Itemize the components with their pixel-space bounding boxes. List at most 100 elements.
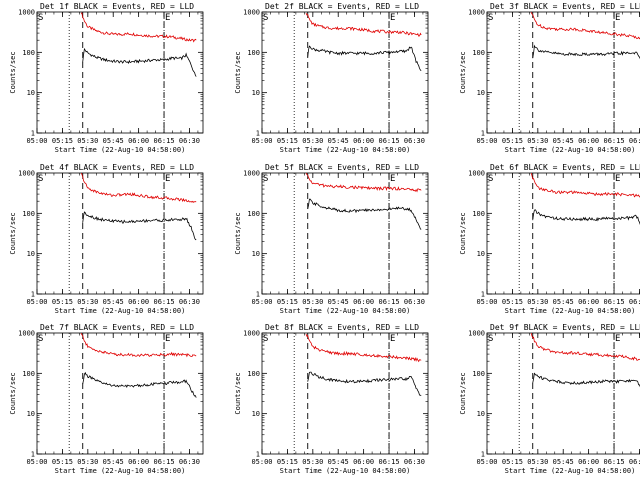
x-tick-label: 05:45: [328, 298, 349, 306]
plot-frame: [261, 11, 429, 134]
x-axis-label: Start Time (22-Aug-10 04:58:00): [505, 146, 636, 154]
series-line-events: [82, 211, 197, 241]
series-line-lld: [305, 12, 422, 37]
x-tick-label: 06:15: [379, 458, 400, 466]
marker-label-s: S: [38, 174, 43, 184]
y-tick-label: 1000: [243, 170, 260, 178]
x-tick-label: 06:15: [154, 137, 175, 145]
series-group: [305, 12, 422, 72]
x-axis-label: Start Time (22-Aug-10 04:58:00): [280, 146, 411, 154]
x-tick-label: 05:15: [277, 298, 298, 306]
x-tick-label: 05:15: [52, 298, 73, 306]
y-axis-label: Counts/sec: [459, 51, 467, 93]
series-group: [80, 333, 197, 398]
y-tick-label: 10: [27, 410, 35, 418]
plot-frame: [486, 332, 640, 455]
y-tick-label: 1000: [18, 330, 35, 338]
y-tick-label: 10: [477, 410, 485, 418]
y-axis-label: Counts/sec: [459, 372, 467, 414]
chart-panel-det-8: Det 8f BLACK = Events, RED = LLD 1 10 100 10…: [234, 323, 429, 475]
chart-panel-det-6: Det 6f BLACK = Events, RED = LLD 1 10 100 10…: [459, 163, 640, 315]
y-tick-label: 1: [256, 130, 260, 138]
x-tick-label: 06:30: [404, 298, 425, 306]
series-group: [530, 333, 640, 388]
y-tick-label: 100: [247, 210, 260, 218]
x-tick-label: 06:30: [629, 137, 640, 145]
chart-panel-det-4: Det 4f BLACK = Events, RED = LLD 1 10 100 10…: [9, 163, 204, 315]
x-tick-label: 05:00: [476, 298, 497, 306]
y-tick-label: 10: [27, 89, 35, 97]
x-axis-label: Start Time (22-Aug-10 04:58:00): [55, 467, 186, 475]
x-tick-label: 06:15: [604, 298, 625, 306]
y-tick-label: 1000: [243, 9, 260, 17]
y-axis-label: Counts/sec: [9, 372, 17, 414]
chart-panel-det-2: Det 2f BLACK = Events, RED = LLD 1 10 100 10…: [234, 2, 429, 154]
x-tick-label: 05:45: [103, 458, 124, 466]
y-tick-label: 1000: [243, 330, 260, 338]
plot-frame: [36, 11, 204, 134]
x-axis-label: Start Time (22-Aug-10 04:58:00): [55, 307, 186, 315]
x-tick-label: 06:15: [604, 137, 625, 145]
series-line-events: [532, 209, 640, 225]
chart-title: Det 9f BLACK = Events, RED = LLD: [490, 323, 640, 332]
series-line-lld: [80, 12, 197, 43]
x-tick-label: 05:00: [251, 137, 272, 145]
plot-frame: [486, 172, 640, 295]
chart-title: Det 5f BLACK = Events, RED = LLD: [265, 163, 419, 172]
marker-label-e: E: [615, 13, 620, 23]
x-tick-label: 06:15: [379, 298, 400, 306]
y-axis-label: Counts/sec: [234, 372, 242, 414]
marker-label-e: E: [165, 174, 170, 184]
x-tick-label: 05:30: [77, 298, 98, 306]
x-tick-label: 06:00: [128, 298, 149, 306]
y-tick-label: 1: [31, 291, 35, 299]
y-axis-label: Counts/sec: [9, 212, 17, 254]
x-axis-label: Start Time (22-Aug-10 04:58:00): [505, 467, 636, 475]
x-tick-label: 06:30: [179, 137, 200, 145]
series-group: [80, 12, 197, 77]
x-tick-label: 05:00: [476, 137, 497, 145]
series-line-lld: [530, 173, 640, 198]
y-tick-label: 100: [247, 370, 260, 378]
y-tick-label: 1: [256, 451, 260, 459]
x-tick-label: 06:30: [629, 458, 640, 466]
x-tick-label: 05:00: [476, 458, 497, 466]
x-tick-label: 06:30: [179, 458, 200, 466]
x-tick-label: 05:45: [103, 137, 124, 145]
y-tick-label: 10: [477, 250, 485, 258]
chart-title: Det 6f BLACK = Events, RED = LLD: [490, 163, 640, 172]
x-tick-label: 05:15: [502, 298, 523, 306]
y-tick-label: 100: [22, 49, 35, 57]
series-line-events: [307, 45, 422, 72]
x-tick-label: 05:15: [277, 137, 298, 145]
y-tick-label: 1000: [468, 170, 485, 178]
series-line-lld: [80, 173, 197, 203]
y-tick-label: 1: [31, 130, 35, 138]
y-tick-label: 1000: [18, 9, 35, 17]
y-tick-label: 1: [481, 451, 485, 459]
plot-frame: [36, 332, 204, 455]
x-tick-label: 05:30: [527, 137, 548, 145]
marker-label-e: E: [615, 334, 620, 344]
x-tick-label: 06:00: [128, 137, 149, 145]
chart-title: Det 3f BLACK = Events, RED = LLD: [490, 2, 640, 11]
y-axis-label: Counts/sec: [9, 51, 17, 93]
x-tick-label: 06:00: [578, 458, 599, 466]
x-tick-label: 05:30: [302, 137, 323, 145]
x-tick-label: 06:30: [404, 137, 425, 145]
x-tick-label: 05:45: [103, 298, 124, 306]
y-tick-label: 100: [247, 49, 260, 57]
y-tick-label: 10: [27, 250, 35, 258]
y-tick-label: 100: [22, 210, 35, 218]
y-tick-label: 1000: [468, 330, 485, 338]
marker-label-s: S: [488, 334, 493, 344]
x-tick-label: 05:15: [52, 137, 73, 145]
y-tick-label: 1: [31, 451, 35, 459]
x-tick-label: 06:15: [604, 458, 625, 466]
series-line-lld: [305, 173, 422, 193]
x-tick-label: 05:45: [553, 137, 574, 145]
marker-label-e: E: [165, 13, 170, 23]
y-tick-label: 1000: [18, 170, 35, 178]
series-group: [305, 333, 422, 396]
